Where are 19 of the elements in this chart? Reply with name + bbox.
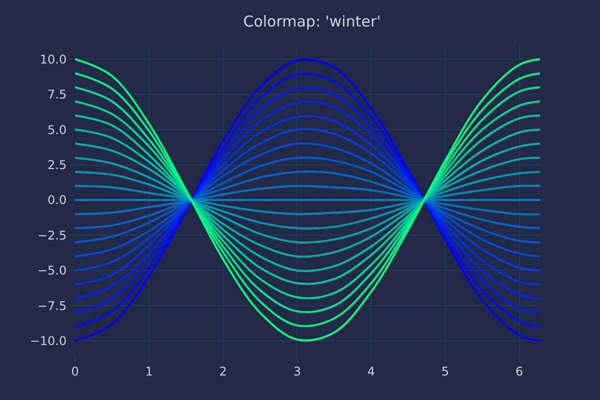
y-tick-label: −5.0 (37, 264, 67, 278)
y-tick-label: −10.0 (30, 334, 67, 348)
y-tick-label: 0.0 (48, 193, 67, 208)
x-tick-label: 3 (293, 364, 301, 378)
line-series (75, 170, 540, 230)
y-tick-label: −2.5 (37, 228, 67, 242)
x-tick-label: 0 (71, 364, 79, 378)
x-tick-label: 4 (367, 364, 375, 378)
y-tick-label: −7.5 (37, 298, 67, 313)
chart-title: Colormap: 'winter' (243, 12, 381, 30)
line-series (75, 184, 540, 216)
x-tick-label: 6 (515, 364, 524, 378)
y-tick-label: 2.5 (48, 158, 67, 172)
y-tick-label: 10.0 (40, 52, 67, 66)
x-tick-label: 2 (219, 364, 227, 378)
y-tick-label: 7.5 (48, 88, 67, 102)
x-tick-label: 1 (145, 364, 153, 378)
y-tick-label: 5.0 (48, 122, 67, 137)
x-tick-label: 5 (441, 364, 450, 378)
